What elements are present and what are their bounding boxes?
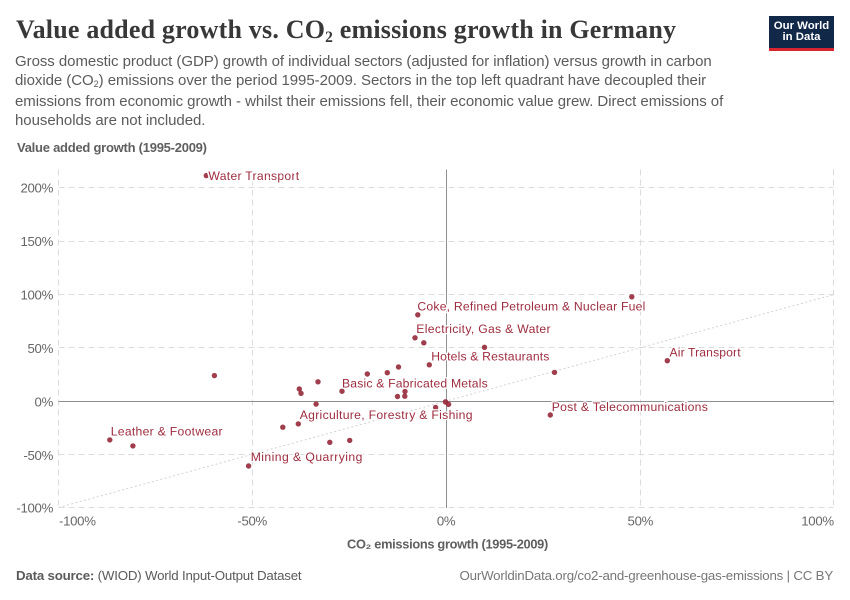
svg-text:Air Transport: Air Transport xyxy=(670,345,742,359)
svg-text:Post & Telecommunications: Post & Telecommunications xyxy=(552,400,708,414)
svg-text:50%: 50% xyxy=(628,514,654,529)
svg-text:-50%: -50% xyxy=(23,448,53,463)
svg-text:Basic & Fabricated Metals: Basic & Fabricated Metals xyxy=(342,376,488,390)
svg-text:-50%: -50% xyxy=(237,514,267,529)
svg-text:CO₂ emissions growth (1995-200: CO₂ emissions growth (1995-2009) xyxy=(347,537,548,552)
svg-text:Coke, Refined Petroleum & Nucl: Coke, Refined Petroleum & Nuclear Fuel xyxy=(417,299,645,313)
svg-text:Hotels & Restaurants: Hotels & Restaurants xyxy=(431,350,549,364)
svg-text:100%: 100% xyxy=(20,288,53,303)
svg-text:Water Transport: Water Transport xyxy=(208,169,299,183)
svg-text:Electricity, Gas & Water: Electricity, Gas & Water xyxy=(416,322,550,336)
svg-text:-100%: -100% xyxy=(16,501,53,516)
svg-text:0%: 0% xyxy=(35,394,54,409)
svg-text:200%: 200% xyxy=(20,181,53,196)
svg-text:Agriculture, Forestry & Fishin: Agriculture, Forestry & Fishing xyxy=(300,408,473,422)
svg-text:Mining & Quarrying: Mining & Quarrying xyxy=(251,450,363,464)
svg-text:50%: 50% xyxy=(28,341,54,356)
svg-text:Leather & Footwear: Leather & Footwear xyxy=(111,424,223,438)
svg-text:-100%: -100% xyxy=(59,514,96,529)
svg-text:150%: 150% xyxy=(20,234,53,249)
svg-text:100%: 100% xyxy=(801,514,834,529)
svg-text:0%: 0% xyxy=(437,514,456,529)
